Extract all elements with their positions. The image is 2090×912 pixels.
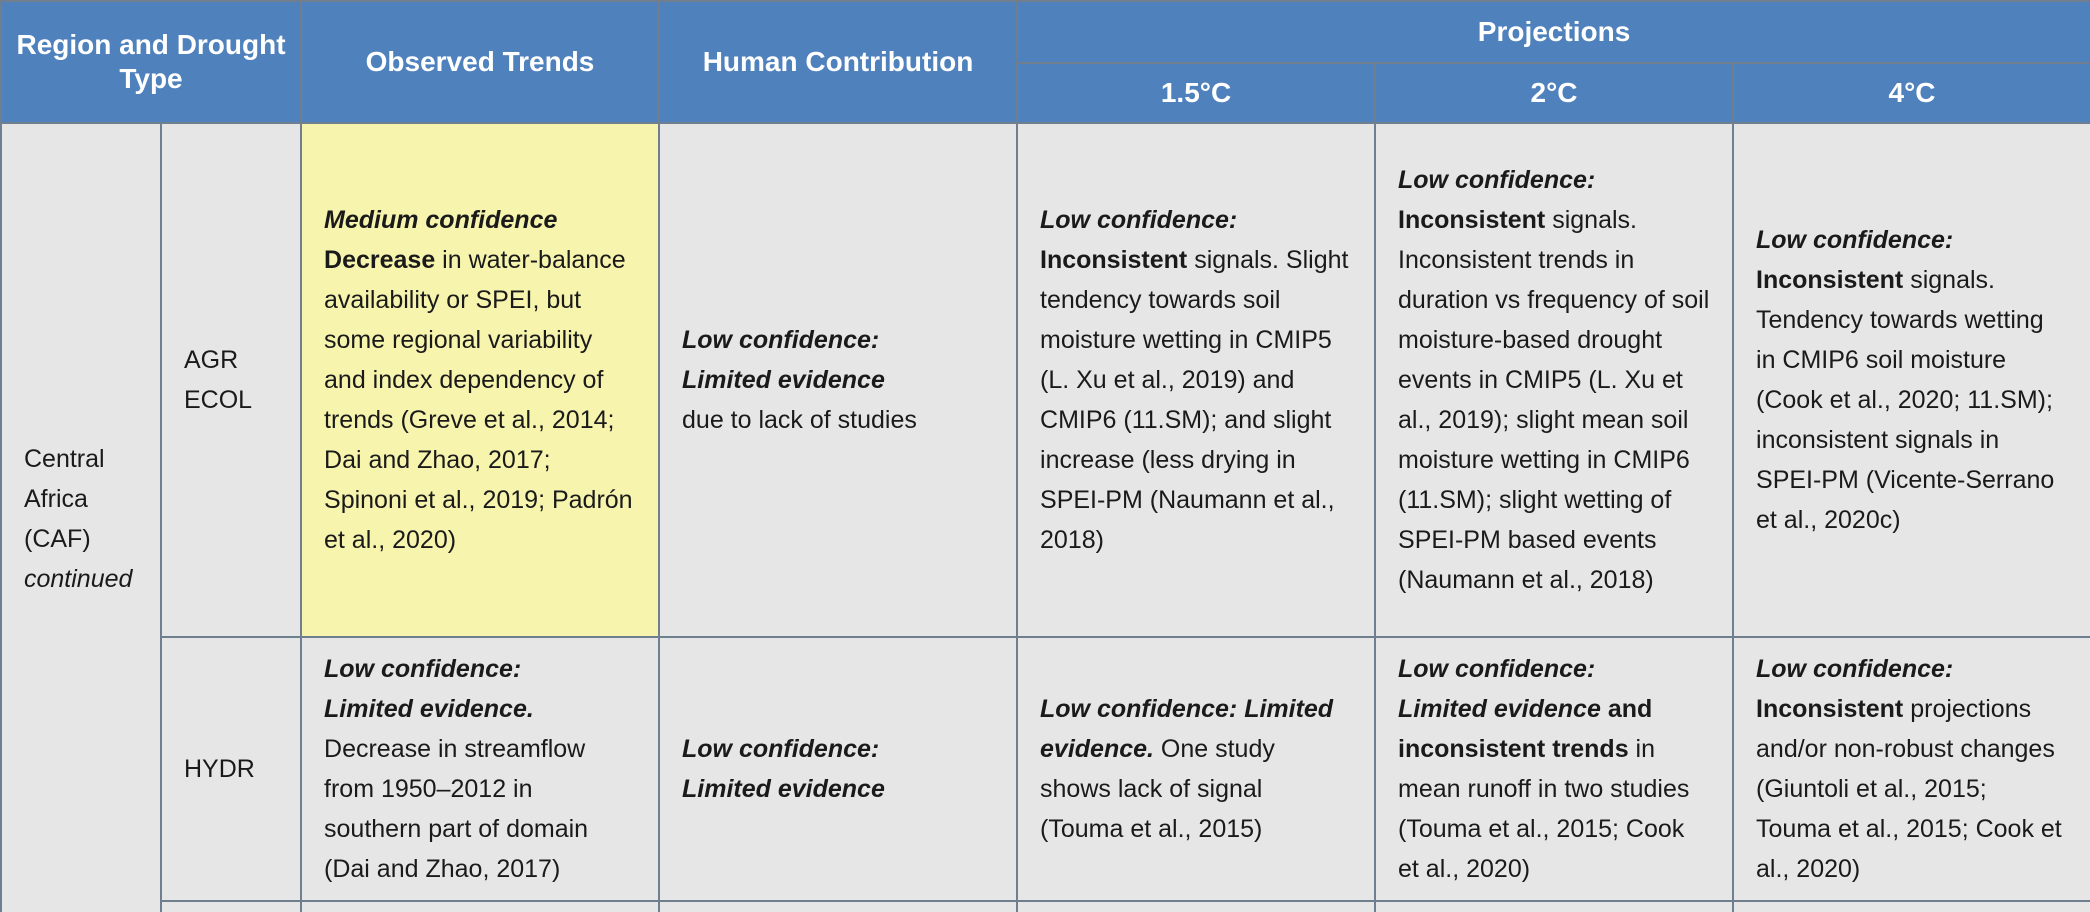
hydr-human-cell: Low confidence: Limited evidence <box>658 636 1019 902</box>
hydr-observed-evidence: Limited evidence. <box>324 695 534 723</box>
region-code: (CAF) <box>24 525 91 553</box>
hydr-p2-confidence: Low confidence: <box>1398 655 1596 683</box>
agr-p15-cell: Low confidence: Inconsistent signals. Sl… <box>1016 122 1377 638</box>
agr-observed-bold: Decrease <box>324 246 436 274</box>
hydr-p15-confidence: Low confidence: Limited evidence. <box>1040 695 1334 763</box>
header-projection-4c: 4°C <box>1732 62 2090 124</box>
agr-observed-cell: Medium confidence Decrease in water-bala… <box>300 122 661 638</box>
hydr-p2-and: and <box>1600 695 1653 723</box>
table-row-agr-ecol: Central Africa (CAF) continued AGR ECOL … <box>0 122 2090 912</box>
hydr-observed-cell: Low confidence: Limited evidence. Decrea… <box>300 636 661 902</box>
region-name-2: Africa <box>24 485 88 513</box>
agr-p4-bold: Inconsistent <box>1756 266 1904 294</box>
next-row-human-cell <box>658 900 1019 912</box>
agr-p2-confidence: Low confidence: <box>1398 166 1596 194</box>
table-header: Region and Drought Type Observed Trends … <box>0 0 2090 124</box>
header-projection-1-5c: 1.5°C <box>1016 62 1377 124</box>
agr-p2-text: Inconsistent signals. Inconsistent trend… <box>1398 200 1710 600</box>
drought-type-hydr-cell: HYDR <box>159 636 303 902</box>
agr-observed-confidence: Medium confidence <box>324 206 558 234</box>
drought-type-hydr: HYDR <box>184 755 255 783</box>
hydr-p2-cell: Low confidence: Limited evidence and inc… <box>1374 636 1735 902</box>
next-row-observed-cell <box>300 900 661 912</box>
agr-p4-text: Inconsistent signals. Tendency towards w… <box>1756 260 2068 540</box>
agr-human-text: due to lack of studies <box>682 406 917 434</box>
next-row-p2-cell <box>1374 900 1735 912</box>
agr-observed-text: Decrease in water-balance availability o… <box>324 240 636 560</box>
header-projections: Projections <box>1016 0 2090 64</box>
agr-p2-bold: Inconsistent <box>1398 206 1546 234</box>
agr-human-cell: Low confidence: Limited evidence due to … <box>658 122 1019 638</box>
header-region-drought-type: Region and Drought Type <box>0 0 303 124</box>
hydr-p2-body: in mean runoff in two studies (Touma et … <box>1398 735 1690 883</box>
agr-p2-body: signals. Inconsistent trends in duration… <box>1398 206 1710 594</box>
agr-p15-body: signals. Slight tendency towards soil mo… <box>1040 246 1349 554</box>
table-row-hydr: HYDR Low confidence: Limited evidence. D… <box>1 636 2090 902</box>
header-observed-trends: Observed Trends <box>300 0 661 124</box>
hydr-observed-text: Decrease in streamflow from 1950–2012 in… <box>324 735 589 883</box>
drought-type-agr-ecol: AGR ECOL <box>159 122 303 638</box>
region-name: Central <box>24 445 105 473</box>
next-row-type-cell <box>159 900 303 912</box>
hydr-p2-evidence: Limited evidence <box>1398 695 1601 723</box>
hydr-p4-bold: Inconsistent <box>1756 695 1904 723</box>
hydr-p4-cell: Low confidence: Inconsistent projections… <box>1732 636 2090 902</box>
hydr-human-confidence: Low confidence: <box>682 735 880 763</box>
hydr-human-evidence: Limited evidence <box>682 775 885 803</box>
agr-p4-confidence: Low confidence: <box>1756 226 1954 254</box>
hydr-observed-confidence: Low confidence: <box>324 655 522 683</box>
hydr-p15-body: One study shows lack of signal (Touma et… <box>1040 735 1275 843</box>
agr-observed-body: in water-balance availability or SPEI, b… <box>324 246 633 554</box>
agr-p2-cell: Low confidence: Inconsistent signals. In… <box>1374 122 1735 638</box>
region-continued: continued <box>24 565 133 593</box>
drought-type-agr: AGR <box>184 346 239 374</box>
next-row-p15-cell <box>1016 900 1377 912</box>
agr-p4-body: signals. Tendency towards wetting in CMI… <box>1756 266 2055 534</box>
header-projection-2c: 2°C <box>1374 62 1735 124</box>
agr-p15-text: Inconsistent signals. Slight tendency to… <box>1040 240 1352 560</box>
hydr-p2-text: Limited evidence and inconsistent trends… <box>1398 689 1710 889</box>
table-row-next-partial <box>1 900 2090 912</box>
hydr-p4-text: Inconsistent projections and/or non-robu… <box>1756 689 2068 889</box>
agr-human-confidence: Low confidence: <box>682 326 880 354</box>
agr-p4-cell: Low confidence: Inconsistent signals. Te… <box>1732 122 2090 638</box>
hydr-p15-text: Low confidence: Limited evidence. One st… <box>1040 689 1352 849</box>
header-human-contribution: Human Contribution <box>658 0 1019 124</box>
region-cell: Central Africa (CAF) continued <box>0 122 162 912</box>
next-row-p4-cell <box>1732 900 2090 912</box>
agr-p15-bold: Inconsistent <box>1040 246 1188 274</box>
hydr-p4-body: projections and/or non-robust changes (G… <box>1756 695 2062 883</box>
hydr-p2-bold: inconsistent trends <box>1398 735 1629 763</box>
drought-type-ecol: ECOL <box>184 386 253 414</box>
hydr-p4-confidence: Low confidence: <box>1756 655 1954 683</box>
agr-human-evidence: Limited evidence <box>682 366 885 394</box>
hydr-p15-cell: Low confidence: Limited evidence. One st… <box>1016 636 1377 902</box>
agr-p15-confidence: Low confidence: <box>1040 206 1238 234</box>
